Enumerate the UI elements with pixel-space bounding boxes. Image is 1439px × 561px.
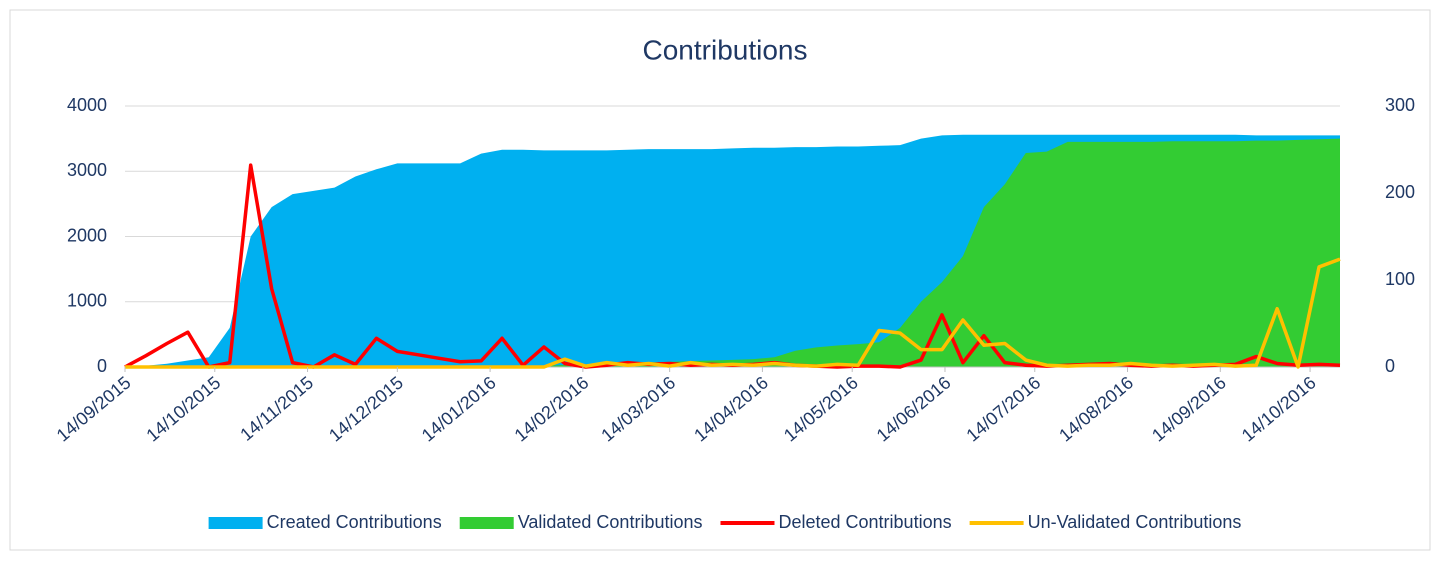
legend-swatch: [208, 517, 263, 529]
y2-tick-label: 0: [1385, 356, 1395, 376]
y2-tick-label: 200: [1385, 182, 1415, 202]
legend-label: Validated Contributions: [518, 512, 703, 532]
y-tick-label: 0: [97, 356, 107, 376]
y-tick-label: 1000: [67, 291, 107, 311]
chart-title: Contributions: [643, 34, 808, 65]
y2-tick-label: 100: [1385, 269, 1415, 289]
y-tick-label: 3000: [67, 160, 107, 180]
legend-swatch: [459, 517, 514, 529]
line: [125, 257, 1341, 369]
legend-label: Un-Validated Contributions: [1028, 512, 1242, 532]
area: [125, 138, 1340, 367]
y-tick-label: 2000: [67, 225, 107, 245]
y2-tick-label: 300: [1385, 95, 1415, 115]
legend-label: Created Contributions: [267, 512, 442, 532]
legend-label: Deleted Contributions: [778, 512, 951, 532]
y-tick-label: 4000: [67, 95, 107, 115]
